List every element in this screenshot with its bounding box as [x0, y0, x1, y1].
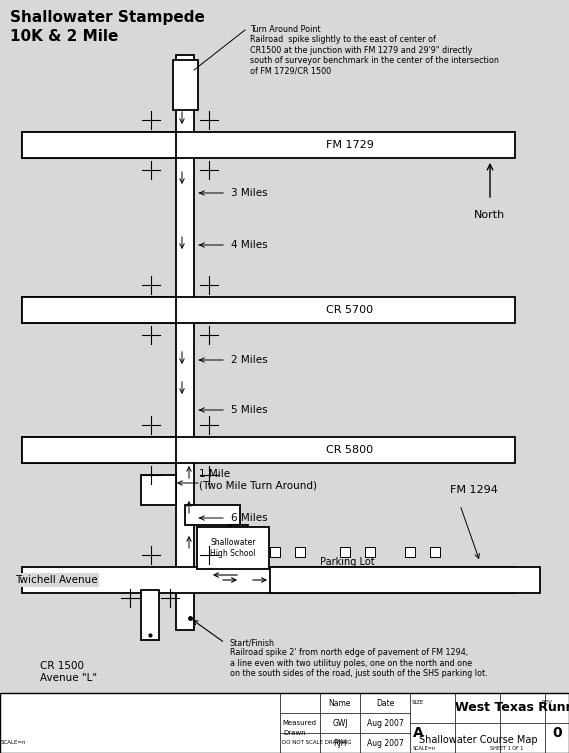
Text: Turn Around Point
Railroad  spike slightly to the east of center of
CR1500 at th: Turn Around Point Railroad spike slightl…	[250, 25, 499, 75]
Text: SCALE=n: SCALE=n	[1, 740, 27, 745]
Bar	[22, 297, 176, 323]
Bar	[270, 547, 280, 557]
Bar	[185, 505, 240, 525]
Text: SHEET 1 OF 1: SHEET 1 OF 1	[490, 745, 523, 751]
Text: CR 5700: CR 5700	[327, 305, 374, 315]
Text: CR 1500
Avenue "L": CR 1500 Avenue "L"	[40, 661, 97, 683]
Text: FM 1729: FM 1729	[326, 140, 374, 150]
Text: Measured: Measured	[282, 720, 316, 726]
Bar	[22, 132, 176, 158]
Bar	[295, 547, 305, 557]
Text: Date: Date	[376, 699, 394, 708]
Bar	[176, 55, 194, 630]
Polygon shape	[270, 567, 540, 593]
Text: FM 1294: FM 1294	[450, 485, 498, 495]
Text: A: A	[413, 726, 424, 740]
Bar	[22, 437, 176, 463]
Text: Shallowater
High School: Shallowater High School	[211, 538, 255, 558]
Bar	[365, 547, 375, 557]
Text: CR 5800: CR 5800	[327, 445, 374, 455]
Bar	[141, 590, 159, 640]
Text: Shallowater Stampede
10K & 2 Mile: Shallowater Stampede 10K & 2 Mile	[10, 10, 205, 44]
Bar	[197, 527, 269, 569]
Text: SIZE: SIZE	[412, 700, 424, 706]
Bar	[22, 567, 515, 593]
Text: GWJ: GWJ	[332, 718, 348, 727]
Text: 1 Mile
(Two Mile Turn Around): 1 Mile (Two Mile Turn Around)	[199, 469, 317, 491]
Text: West Texas Running Club: West Texas Running Club	[455, 702, 569, 715]
Bar	[405, 547, 415, 557]
Text: Twichell Avenue: Twichell Avenue	[15, 575, 98, 585]
Bar	[230, 525, 248, 555]
Bar	[141, 475, 176, 505]
Text: Aug 2007: Aug 2007	[366, 718, 403, 727]
Text: RJH: RJH	[333, 739, 347, 748]
Bar	[22, 132, 515, 158]
Text: DO NOT SCALE DRAWING: DO NOT SCALE DRAWING	[282, 740, 352, 745]
Text: 3 Miles: 3 Miles	[231, 188, 267, 198]
Text: 2 Miles: 2 Miles	[231, 355, 267, 365]
Bar	[340, 547, 350, 557]
Bar	[22, 297, 515, 323]
Bar	[22, 437, 515, 463]
Text: Parking Lot: Parking Lot	[320, 557, 374, 567]
Text: Start/Finish
Railroad spike 2' from north edge of pavement of FM 1294,
a line ev: Start/Finish Railroad spike 2' from nort…	[230, 638, 488, 678]
Text: North: North	[475, 210, 506, 220]
Text: Shallowater Course Map: Shallowater Course Map	[419, 735, 537, 745]
Bar	[173, 60, 198, 110]
Text: REV: REV	[542, 700, 552, 706]
Text: 5 Miles: 5 Miles	[231, 405, 267, 415]
Bar	[430, 547, 440, 557]
Bar	[0, 693, 569, 753]
Text: SCALE=n: SCALE=n	[413, 745, 436, 751]
Text: 4 Miles: 4 Miles	[231, 240, 267, 250]
Text: 0: 0	[552, 726, 562, 740]
Text: Aug 2007: Aug 2007	[366, 739, 403, 748]
Text: Drawn: Drawn	[283, 730, 306, 736]
Text: 6 Miles: 6 Miles	[231, 513, 267, 523]
Text: Name: Name	[329, 699, 351, 708]
